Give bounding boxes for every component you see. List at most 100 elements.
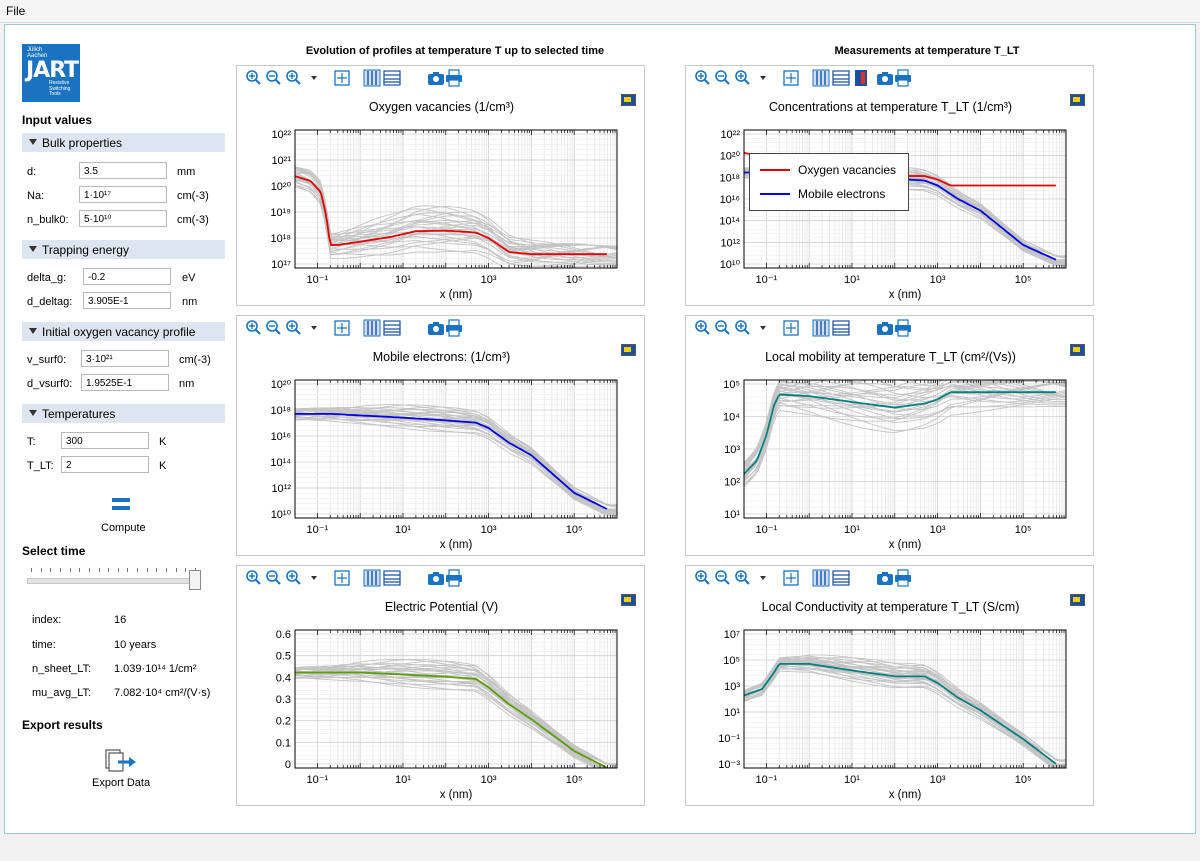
grid-icon[interactable] [363, 319, 381, 337]
param-nbulk-input[interactable]: 5·10¹⁰ [79, 210, 167, 227]
print-icon[interactable] [445, 569, 463, 587]
export-data-label[interactable]: Export Data [92, 777, 151, 789]
grid-icon[interactable] [812, 69, 830, 87]
param-dvsurf0-input[interactable]: 1.9525E-1 [81, 374, 169, 391]
camera-icon[interactable] [427, 319, 445, 337]
y-tick-label: 10³ [724, 681, 740, 693]
dropdown-arrow-icon[interactable] [307, 569, 325, 587]
section-temperatures[interactable]: Temperatures [22, 404, 225, 423]
zoom-box-icon[interactable] [734, 319, 752, 337]
grid [295, 380, 617, 518]
section-title: Bulk properties [42, 136, 123, 150]
slider-track[interactable] [27, 578, 201, 584]
zoom-out-icon[interactable] [714, 319, 732, 337]
background-series-line [743, 381, 1067, 486]
zoom-in-icon[interactable] [694, 69, 712, 87]
compute-button[interactable]: Compute [88, 480, 156, 538]
param-vsurf0-input[interactable]: 3·10²¹ [81, 350, 169, 367]
table-icon[interactable] [832, 319, 850, 337]
zoom-in-icon[interactable] [245, 319, 263, 337]
y-tick-label: 10¹⁷ [271, 259, 291, 271]
dropdown-arrow-icon[interactable] [756, 319, 774, 337]
param-t-input[interactable]: 300 [61, 432, 149, 449]
grid-icon[interactable] [363, 69, 381, 87]
zoom-out-icon[interactable] [265, 319, 283, 337]
param-d-input[interactable]: 3.5 [79, 162, 167, 179]
zoom-extents-icon[interactable] [782, 69, 800, 87]
scene-icon[interactable] [1070, 344, 1085, 356]
table-icon[interactable] [383, 569, 401, 587]
color-table-icon[interactable] [852, 69, 870, 87]
dropdown-arrow-icon[interactable] [307, 69, 325, 87]
y-tick-label: 0.4 [276, 672, 291, 684]
grid-icon[interactable] [812, 319, 830, 337]
dropdown-arrow-icon[interactable] [756, 69, 774, 87]
zoom-box-icon[interactable] [734, 69, 752, 87]
scene-icon[interactable] [621, 594, 636, 606]
scene-icon[interactable] [621, 344, 636, 356]
nsheet-label: n_sheet_LT: [32, 663, 92, 675]
plot-toolbar [694, 319, 994, 337]
zoom-in-icon[interactable] [245, 69, 263, 87]
grid-icon[interactable] [363, 569, 381, 587]
zoom-in-icon[interactable] [245, 569, 263, 587]
dropdown-arrow-icon[interactable] [756, 569, 774, 587]
zoom-box-icon[interactable] [734, 569, 752, 587]
x-tick-label: 10³ [481, 774, 497, 786]
background-series-line [294, 670, 618, 765]
table-icon[interactable] [832, 569, 850, 587]
camera-icon[interactable] [427, 569, 445, 587]
param-tlt-input[interactable]: 2 [61, 456, 149, 473]
zoom-box-icon[interactable] [285, 69, 303, 87]
zoom-extents-icon[interactable] [782, 569, 800, 587]
slider-tick [50, 568, 52, 572]
print-icon[interactable] [894, 319, 912, 337]
param-ddeltag-input[interactable]: 3.905E-1 [83, 292, 171, 309]
zoom-box-icon[interactable] [285, 569, 303, 587]
export-icon[interactable] [104, 748, 138, 772]
zoom-out-icon[interactable] [265, 569, 283, 587]
nsheet-value: 1.039·10¹⁴ 1/cm² [114, 663, 197, 675]
print-icon[interactable] [445, 69, 463, 87]
time-slider[interactable] [27, 568, 203, 592]
scene-icon[interactable] [621, 94, 636, 106]
scene-icon[interactable] [1070, 94, 1085, 106]
table-icon[interactable] [832, 69, 850, 87]
zoom-extents-icon[interactable] [333, 69, 351, 87]
menu-file[interactable]: File [6, 4, 26, 18]
param-na-input[interactable]: 1·10¹⁷ [79, 186, 167, 203]
camera-icon[interactable] [876, 569, 894, 587]
grid-icon[interactable] [812, 569, 830, 587]
zoom-extents-icon[interactable] [333, 319, 351, 337]
series-line-mobile-electrons [295, 413, 608, 510]
section-trapping-energy[interactable]: Trapping energy [22, 240, 225, 259]
slider-thumb[interactable] [189, 570, 201, 590]
section-title: Temperatures [42, 407, 116, 421]
scene-icon-inner [624, 347, 631, 352]
print-icon[interactable] [445, 319, 463, 337]
background-series-line [294, 169, 618, 259]
camera-icon[interactable] [876, 69, 894, 87]
background-series-line [743, 380, 1067, 481]
table-icon[interactable] [383, 319, 401, 337]
zoom-box-icon[interactable] [285, 319, 303, 337]
zoom-extents-icon[interactable] [333, 569, 351, 587]
dropdown-arrow-icon[interactable] [307, 319, 325, 337]
zoom-in-icon[interactable] [694, 569, 712, 587]
table-icon[interactable] [383, 69, 401, 87]
zoom-out-icon[interactable] [714, 69, 732, 87]
param-t-unit: K [159, 436, 167, 448]
zoom-extents-icon[interactable] [782, 319, 800, 337]
section-bulk-properties[interactable]: Bulk properties [22, 133, 225, 152]
camera-icon[interactable] [427, 69, 445, 87]
zoom-out-icon[interactable] [714, 569, 732, 587]
print-icon[interactable] [894, 569, 912, 587]
print-icon[interactable] [894, 69, 912, 87]
zoom-in-icon[interactable] [694, 319, 712, 337]
camera-icon[interactable] [876, 319, 894, 337]
scene-icon[interactable] [1070, 594, 1085, 606]
panel-concentrations: Concentrations at temperature T_LT (1/cm… [685, 65, 1094, 306]
zoom-out-icon[interactable] [265, 69, 283, 87]
param-deltag-input[interactable]: -0.2 [83, 268, 171, 285]
section-initial-profile[interactable]: Initial oxygen vacancy profile [22, 322, 225, 341]
